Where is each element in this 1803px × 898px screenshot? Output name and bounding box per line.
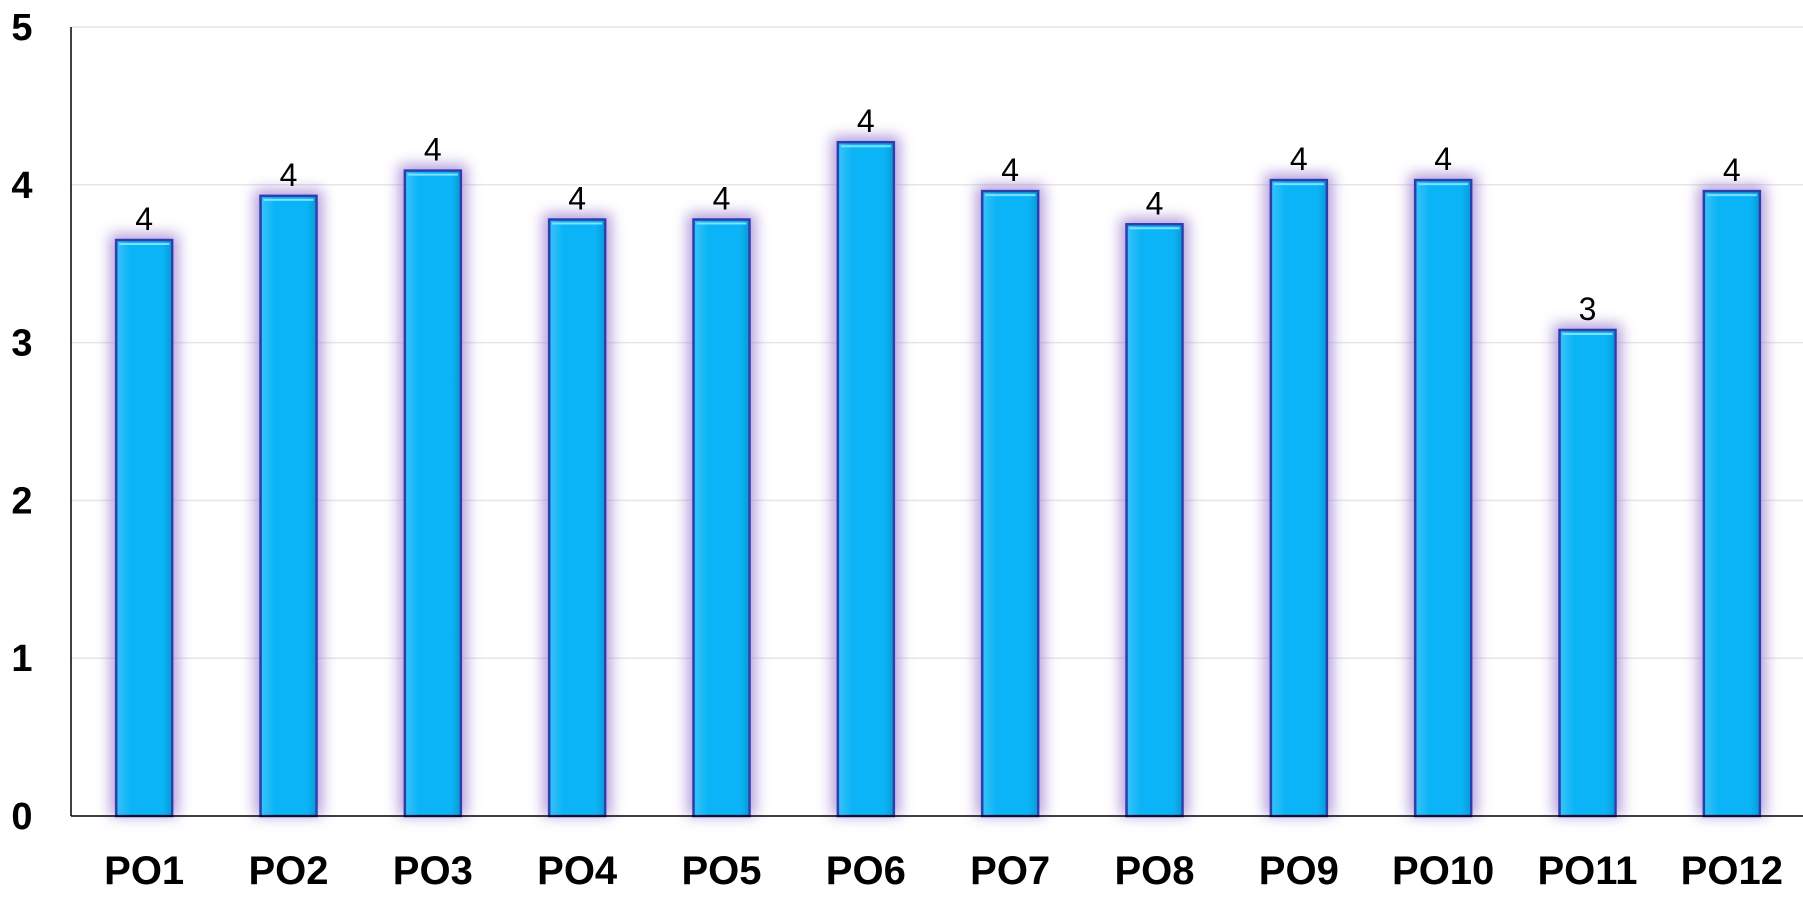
x-tick-label: PO11 xyxy=(1537,849,1637,893)
data-label: 4 xyxy=(713,181,731,217)
bar-shine xyxy=(117,241,171,816)
bar-shine xyxy=(983,192,1037,816)
bars xyxy=(110,136,1766,818)
gridlines xyxy=(71,26,1803,659)
bar-shine xyxy=(550,221,604,817)
bar-shine xyxy=(1705,192,1759,816)
y-tick-label: 3 xyxy=(11,323,32,365)
bar-shine xyxy=(839,143,893,817)
x-tick-label: PO12 xyxy=(1681,849,1783,893)
x-tick-label: PO4 xyxy=(537,849,618,893)
bar-shine xyxy=(1272,181,1326,817)
y-tick-label: 2 xyxy=(11,480,32,522)
x-tick-label: PO10 xyxy=(1392,849,1494,893)
data-label: 4 xyxy=(1146,185,1164,221)
x-tick-label: PO8 xyxy=(1114,849,1194,893)
x-tick-label: PO1 xyxy=(104,849,184,893)
x-tick-label: PO2 xyxy=(248,849,328,893)
bar-shine xyxy=(406,172,460,816)
data-label: 4 xyxy=(1434,141,1452,177)
x-tick-label: PO5 xyxy=(681,849,761,893)
data-label: 4 xyxy=(1723,152,1741,188)
y-tick-label: 5 xyxy=(11,7,32,49)
bar-shine xyxy=(695,221,748,817)
y-tick-label: 4 xyxy=(11,165,32,207)
x-tick-label: PO7 xyxy=(970,849,1050,893)
data-label: 4 xyxy=(568,181,586,217)
data-label: 3 xyxy=(1579,291,1597,327)
data-label: 4 xyxy=(1290,141,1308,177)
y-tick-label: 1 xyxy=(11,638,32,680)
data-label: 4 xyxy=(857,103,875,139)
bar-shine xyxy=(1416,181,1470,817)
bar-shine xyxy=(1128,225,1181,816)
data-label: 4 xyxy=(280,157,298,193)
data-label: 4 xyxy=(424,132,442,168)
y-tick-label: 0 xyxy=(11,796,32,838)
data-label: 4 xyxy=(1001,152,1019,188)
x-tick-label: PO9 xyxy=(1259,849,1339,893)
data-label: 4 xyxy=(135,201,153,237)
labels: 0 1 2 3 4 5 4 PO1 4 PO2 4 PO3 4 PO4 4 PO5 4 PO6 4 PO7 4 PO8 4 P… xyxy=(11,7,1783,893)
axes xyxy=(70,27,1803,817)
x-tick-label: PO3 xyxy=(393,849,473,893)
bar-shine xyxy=(1561,331,1614,816)
bar-shine xyxy=(262,197,315,816)
x-tick-label: PO6 xyxy=(826,849,906,893)
